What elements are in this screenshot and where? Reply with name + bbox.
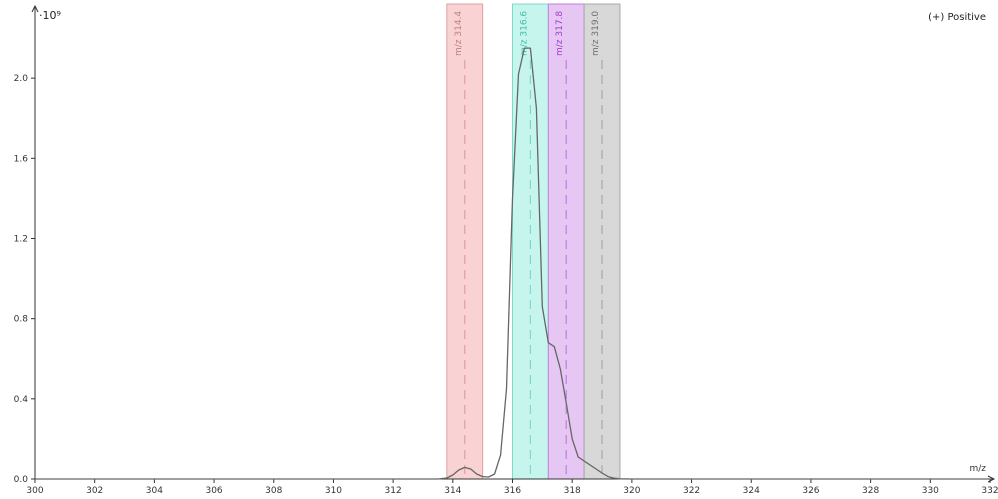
mz-band: m/z 314.4 — [446, 3, 484, 480]
x-tick-label: 306 — [205, 486, 222, 496]
mz-band-label: m/z 314.4 — [454, 11, 464, 56]
y-tick-label: 1.6 — [14, 154, 29, 164]
mz-band-label: m/z 317.8 — [555, 11, 565, 56]
x-tick-label: 324 — [743, 486, 760, 496]
y-tick-label: 0.0 — [14, 475, 29, 485]
x-tick-label: 322 — [683, 486, 700, 496]
x-tick-label: 314 — [444, 486, 461, 496]
x-tick-label: 304 — [146, 486, 163, 496]
x-ticks: 300 302 304 306 308 310 312 314 316 318 320 322 324 3… — [26, 479, 998, 496]
x-tick-label: 328 — [862, 486, 879, 496]
mz-band-label: m/z 316.6 — [519, 11, 529, 56]
x-tick-label: 312 — [385, 486, 402, 496]
mz-band-label: m/z 319.0 — [591, 11, 601, 56]
x-tick-label: 300 — [26, 486, 43, 496]
spectrum-line — [35, 47, 990, 480]
x-axis-label: m/z — [969, 464, 986, 474]
x-tick-label: 316 — [504, 486, 521, 496]
x-tick-label: 320 — [623, 486, 640, 496]
y-axis-arrow — [31, 4, 39, 13]
y-ticks: 0.0 0.4 0.8 1.2 1.6 2.0 — [14, 74, 35, 485]
x-tick-label: 302 — [86, 486, 103, 496]
x-tick-label: 330 — [922, 486, 939, 496]
x-tick-label: 310 — [325, 486, 342, 496]
series-layer — [35, 47, 990, 480]
x-tick-label: 308 — [265, 486, 282, 496]
x-tick-label: 332 — [981, 486, 998, 496]
x-tick-label: 318 — [564, 486, 581, 496]
mz-band: m/z 319.0 — [583, 3, 621, 480]
x-tick-label: 326 — [802, 486, 819, 496]
y-tick-label: 1.2 — [14, 234, 28, 244]
y-tick-label: 0.4 — [14, 395, 29, 405]
ion-mode-label: (+) Positive — [928, 12, 986, 23]
y-tick-label: 0.8 — [14, 315, 29, 325]
y-scale-label: ·10⁹ — [39, 9, 61, 22]
mz-band: m/z 317.8 — [547, 3, 585, 480]
y-tick-label: 2.0 — [14, 74, 29, 84]
